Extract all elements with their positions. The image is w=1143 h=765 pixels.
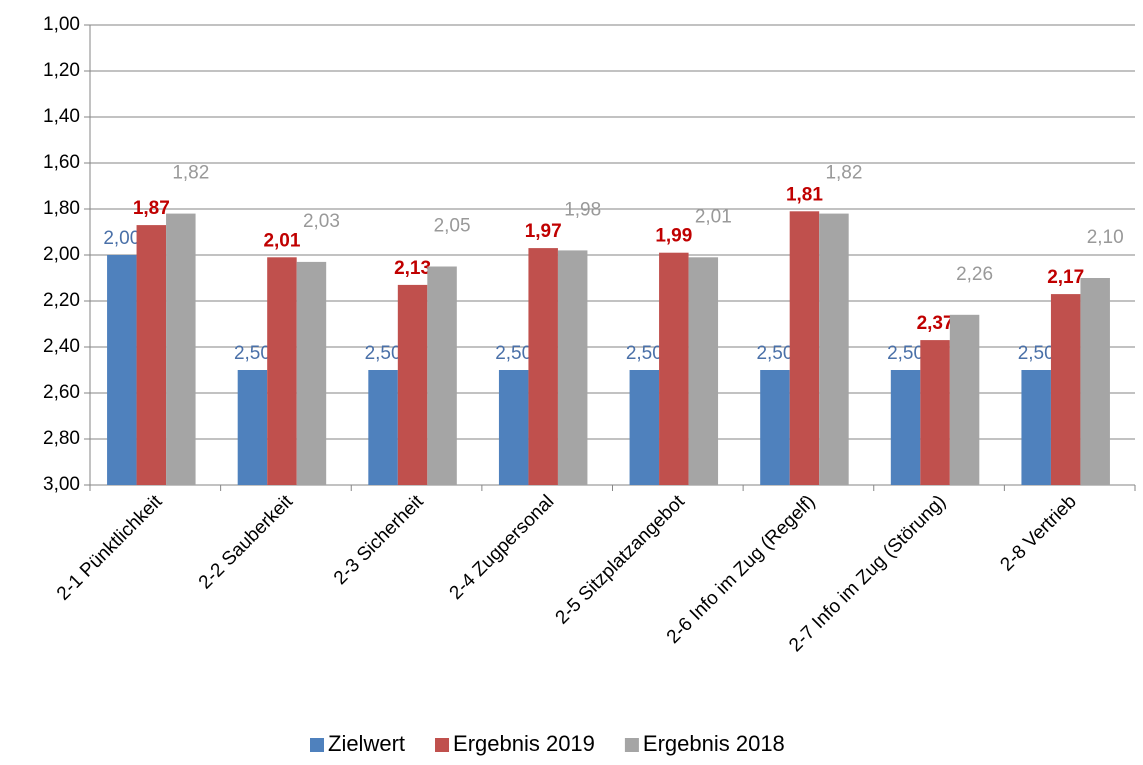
data-label: 2,50 xyxy=(495,343,532,364)
legend-swatch xyxy=(310,738,324,752)
data-label: 2,01 xyxy=(263,230,300,251)
data-label: 2,50 xyxy=(756,343,793,364)
data-label: 2,03 xyxy=(303,211,340,232)
bar xyxy=(1080,278,1110,485)
data-label: 1,98 xyxy=(564,199,601,220)
data-label: 1,82 xyxy=(172,163,209,184)
legend-label: Ergebnis 2018 xyxy=(643,731,785,756)
y-tick-label: 2,40 xyxy=(43,336,80,357)
data-label: 1,87 xyxy=(133,198,170,219)
x-tick-label: 2-7 Info im Zug (Störung) xyxy=(785,491,950,656)
bar xyxy=(789,211,820,486)
x-tick-label: 2-3 Sicherheit xyxy=(330,491,428,589)
data-label: 1,99 xyxy=(655,226,692,247)
bar xyxy=(528,248,558,485)
data-label: 2,50 xyxy=(1018,343,1055,364)
legend-label: Ergebnis 2019 xyxy=(453,731,595,756)
data-label: 1,81 xyxy=(786,184,823,205)
data-label: 2,05 xyxy=(434,216,471,237)
legend: Zielwert Ergebnis 2019 Ergebnis 2018 xyxy=(310,731,785,756)
legend-label: Zielwert xyxy=(328,731,405,756)
y-tick-label: 1,60 xyxy=(43,152,80,173)
y-tick-label: 3,00 xyxy=(43,474,80,495)
bar xyxy=(498,370,529,485)
bar xyxy=(659,252,689,485)
bar xyxy=(166,213,196,485)
bar xyxy=(296,261,327,485)
data-label: 2,50 xyxy=(234,343,271,364)
bar xyxy=(368,370,398,485)
data-label: 1,97 xyxy=(525,221,562,242)
data-label: 1,82 xyxy=(825,163,862,184)
y-tick-label: 2,80 xyxy=(43,428,80,449)
bar xyxy=(136,225,167,485)
bar xyxy=(629,370,660,485)
bar xyxy=(557,250,588,485)
bar xyxy=(949,314,980,485)
bar xyxy=(920,340,950,485)
bar xyxy=(688,257,719,485)
bar xyxy=(819,213,849,485)
bar xyxy=(760,370,790,485)
data-label: 2,13 xyxy=(394,258,431,279)
y-tick-label: 1,00 xyxy=(43,14,80,35)
data-label: 2,50 xyxy=(626,343,663,364)
data-label: 2,00 xyxy=(103,228,140,249)
x-tick-label: 2-2 Sauberkeit xyxy=(195,491,298,594)
bar xyxy=(427,266,457,485)
x-tick-label: 2-1 Pünktlichkeit xyxy=(53,491,167,605)
y-tick-label: 1,20 xyxy=(43,60,80,81)
bar xyxy=(107,255,137,485)
x-tick-label: 2-6 Info im Zug (Regelf) xyxy=(663,491,820,648)
data-label: 2,50 xyxy=(365,343,402,364)
x-tick-label: 2-5 Sitzplatzangebot xyxy=(552,491,690,629)
bar xyxy=(1021,370,1051,485)
legend-swatch xyxy=(624,738,639,752)
data-label: 2,26 xyxy=(956,264,993,285)
data-label: 2,10 xyxy=(1087,227,1124,248)
legend-swatch xyxy=(435,738,450,752)
bar xyxy=(1050,294,1081,485)
y-tick-label: 2,00 xyxy=(43,244,80,265)
bar xyxy=(237,370,268,485)
y-tick-label: 1,40 xyxy=(43,106,80,127)
data-label: 2,50 xyxy=(887,343,924,364)
data-label: 2,37 xyxy=(917,313,954,334)
data-label: 2,17 xyxy=(1047,267,1084,288)
bar xyxy=(890,370,921,485)
x-tick-label: 2-4 Zugpersonal xyxy=(446,491,559,604)
bar xyxy=(267,257,297,485)
x-tick-label: 2-8 Vertrieb xyxy=(996,491,1080,575)
y-tick-label: 1,80 xyxy=(43,198,80,219)
data-label: 2,01 xyxy=(695,206,732,227)
y-tick-label: 2,20 xyxy=(43,290,80,311)
y-tick-label: 2,60 xyxy=(43,382,80,403)
bar xyxy=(397,284,428,485)
